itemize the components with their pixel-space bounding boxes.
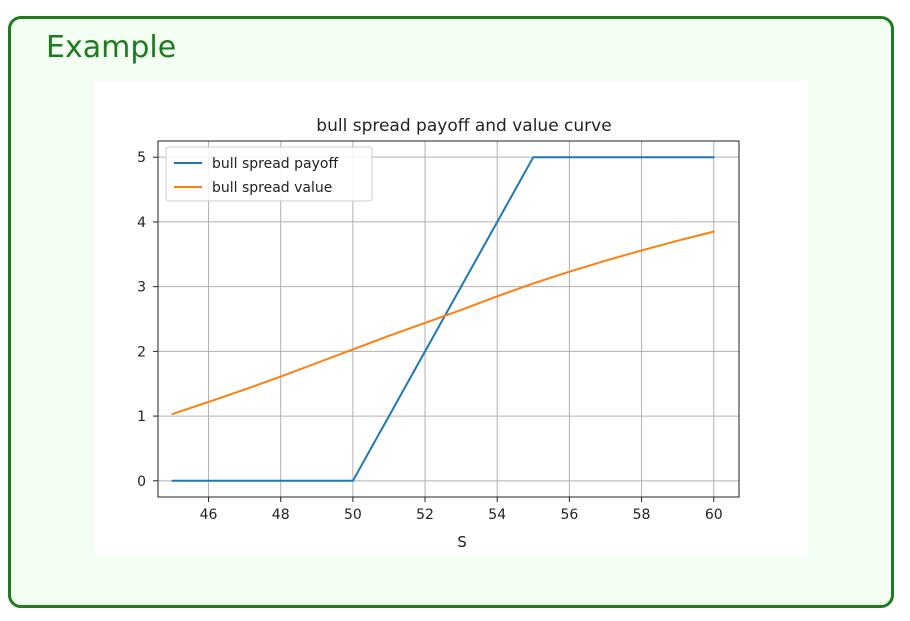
- y-tick-label: 5: [137, 150, 146, 166]
- y-tick-label: 3: [137, 280, 146, 296]
- x-tick-label: 52: [416, 507, 434, 523]
- block-title: Example: [46, 30, 177, 65]
- chart-figure: bull spread payoff and value curve 46 48 5…: [94, 81, 808, 557]
- x-axis-label: S: [457, 533, 467, 551]
- legend-label: bull spread payoff: [212, 156, 338, 172]
- y-tick-label: 1: [137, 409, 146, 425]
- x-tick-label: 56: [560, 507, 578, 523]
- y-tick-label: 0: [137, 474, 146, 490]
- legend-label: bull spread value: [212, 180, 332, 196]
- series-line-2: [171, 230, 715, 416]
- axis-ticks: 46 48 50 52 54 56 58 60 0 1 2 3 4 5: [137, 150, 723, 523]
- line-chart: bull spread payoff and value curve 46 48 5…: [137, 116, 740, 551]
- y-tick-label: 2: [137, 344, 146, 360]
- legend-box: [165, 146, 373, 202]
- x-tick-label: 50: [344, 507, 362, 523]
- x-tick-label: 60: [705, 507, 723, 523]
- legend: bull spread payoff bull spread value: [165, 146, 373, 202]
- chart-title: bull spread payoff and value curve: [316, 116, 611, 136]
- series-line-1: [171, 156, 715, 482]
- y-tick-label: 4: [137, 215, 146, 231]
- x-tick-label: 58: [633, 507, 651, 523]
- x-tick-label: 54: [488, 507, 506, 523]
- axes-frame: [157, 140, 740, 498]
- x-tick-label: 48: [272, 507, 290, 523]
- x-tick-label: 46: [200, 507, 218, 523]
- series-lines: [171, 156, 715, 482]
